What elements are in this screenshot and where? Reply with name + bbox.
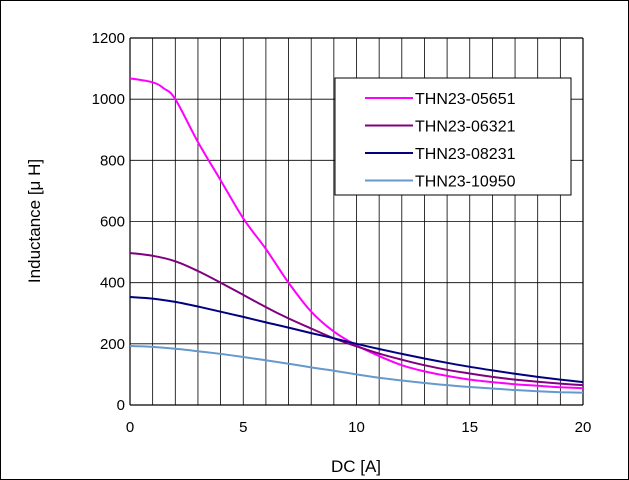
grid (129, 37, 584, 406)
x-tick-label: 0 (126, 419, 134, 436)
legend-label: THN23-05651 (415, 91, 516, 108)
y-tick-label: 0 (117, 397, 125, 414)
legend-label: THN23-06321 (415, 119, 516, 136)
series-line-thn23-06321 (129, 252, 584, 387)
x-tick-label: 5 (239, 419, 247, 436)
legend-label: THN23-10950 (415, 174, 516, 191)
legend-label: THN23-08231 (415, 146, 516, 163)
x-tick-label: 15 (461, 419, 478, 436)
series-line-thn23-10950 (129, 345, 584, 394)
y-tick-label: 200 (100, 336, 125, 353)
y-axis-label: Inductance [μ H] (25, 159, 44, 283)
y-tick-label: 400 (100, 275, 125, 292)
y-tick-label: 1200 (92, 30, 125, 47)
y-tick-label: 1000 (92, 91, 125, 108)
series-line-thn23-08231 (129, 296, 584, 384)
legend: THN23-05651 THN23-06321 THN23-08231 THN23-1… (334, 77, 572, 196)
x-tick-label: 10 (348, 419, 365, 436)
y-tick-label: 600 (100, 214, 125, 231)
x-axis-label: DC [A] (331, 457, 381, 476)
series-line-thn23-05651 (129, 77, 584, 390)
series-group (129, 77, 584, 394)
y-tick-label: 800 (100, 152, 125, 169)
x-tick-label: 20 (575, 419, 592, 436)
